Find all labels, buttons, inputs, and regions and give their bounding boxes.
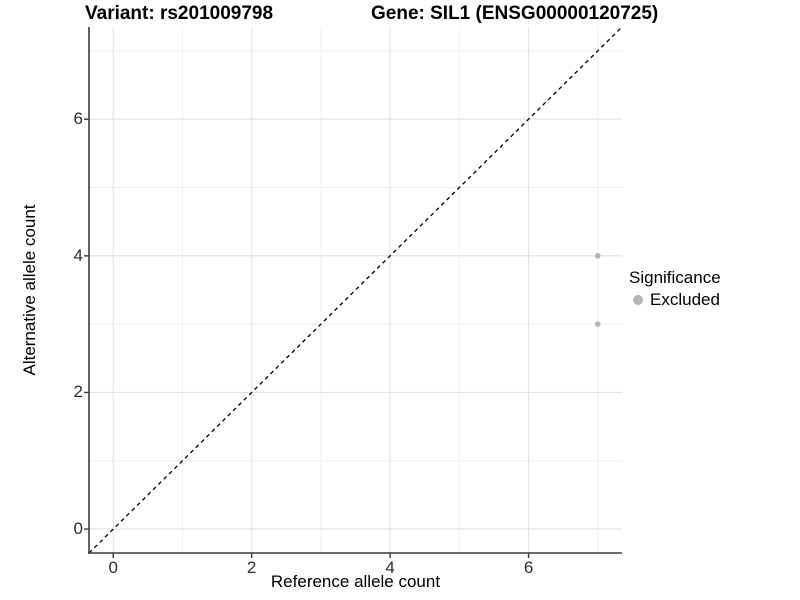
plot-title-gene: Gene: SIL1 (ENSG00000120725) bbox=[371, 3, 659, 24]
x-tick-label: 2 bbox=[246, 558, 257, 577]
y-tick-label: 0 bbox=[73, 519, 83, 539]
y-tick-label: 4 bbox=[73, 245, 83, 265]
x-tick-label: 4 bbox=[385, 558, 395, 577]
data-point bbox=[594, 253, 601, 259]
x-tick-label: 6 bbox=[523, 558, 534, 577]
legend-title: Significance bbox=[629, 268, 721, 287]
x-axis-title: Reference allele count bbox=[270, 572, 441, 591]
identity-line bbox=[88, 26, 623, 554]
x-tick-label: 0 bbox=[108, 558, 118, 577]
legend: Significance Excluded bbox=[629, 267, 721, 310]
legend-entry-excluded: Excluded bbox=[629, 289, 721, 310]
y-tick-label: 2 bbox=[73, 382, 83, 402]
legend-point-swatch-icon bbox=[633, 294, 643, 305]
plot-title-variant: Variant: rs201009798 bbox=[85, 3, 274, 24]
data-point bbox=[594, 321, 601, 327]
y-axis-title: Alternative allele count bbox=[20, 204, 39, 376]
y-tick-label: 6 bbox=[73, 109, 83, 129]
legend-entry-label: Excluded bbox=[650, 290, 720, 309]
